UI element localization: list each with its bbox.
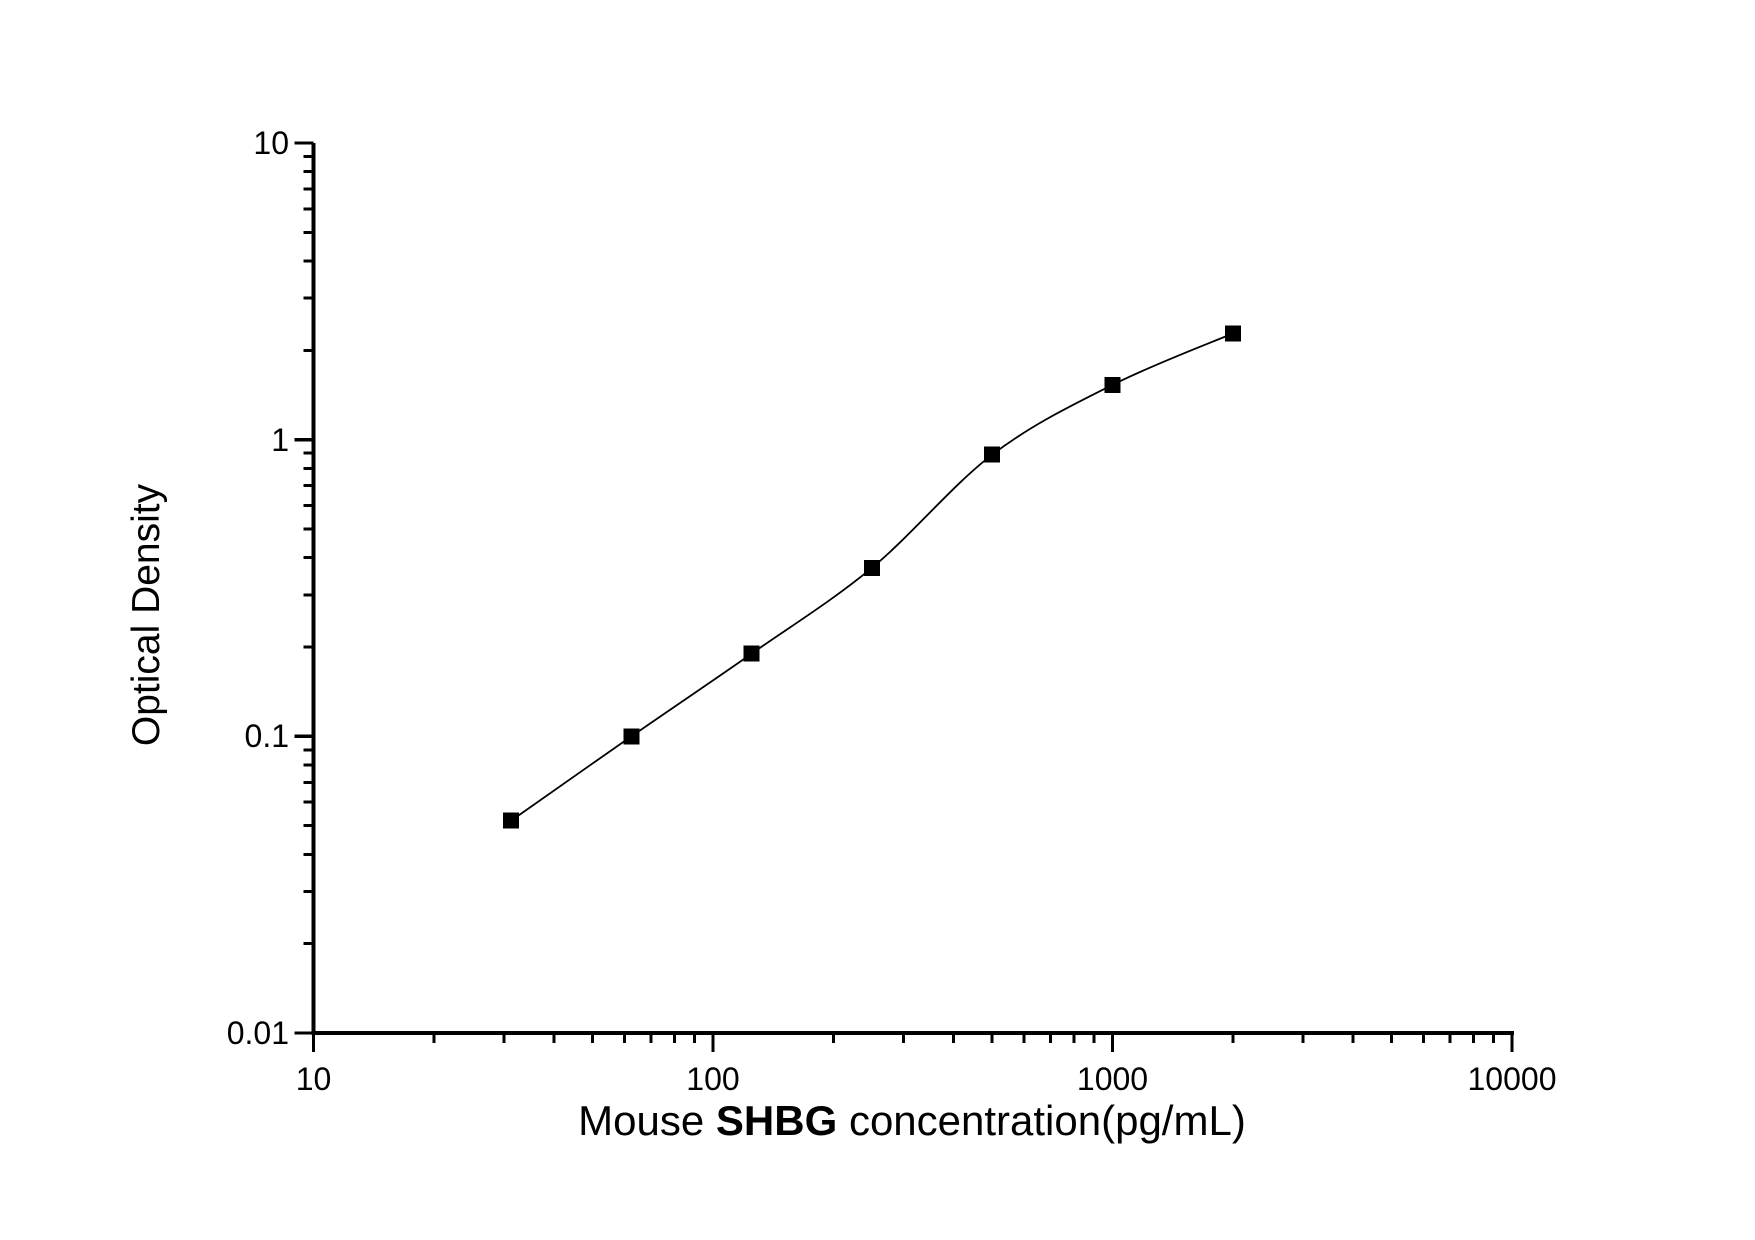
x-axis-title-prefix: Mouse <box>578 1097 716 1144</box>
y-tick-label: 0.1 <box>244 718 289 755</box>
data-point-marker <box>864 559 880 576</box>
x-axis-title-protein-name: SHBG <box>715 1097 838 1144</box>
y-axis-title: Optical Density <box>125 483 168 747</box>
data-point-marker <box>1104 376 1121 393</box>
y-tick-label: 1 <box>271 421 289 458</box>
data-point-marker <box>623 728 640 745</box>
x-tick-label: 1000 <box>1076 1061 1149 1097</box>
y-tick-label: 0.01 <box>226 1015 289 1051</box>
data-point-marker <box>743 645 760 662</box>
data-point-marker <box>503 812 520 829</box>
x-tick-label: 100 <box>686 1061 740 1097</box>
x-axis-title: Mouse SHBG concentration(pg/mL) <box>578 1097 1246 1145</box>
data-point-marker <box>984 446 1001 463</box>
x-tick-label: 10000 <box>1467 1061 1557 1097</box>
y-tick-label: 10 <box>253 125 289 161</box>
standard-curve-line <box>510 332 1234 822</box>
x-axis-title-suffix: concentration(pg/mL) <box>837 1097 1246 1144</box>
data-point-marker <box>1224 325 1241 342</box>
x-tick-label: 10 <box>295 1061 332 1097</box>
